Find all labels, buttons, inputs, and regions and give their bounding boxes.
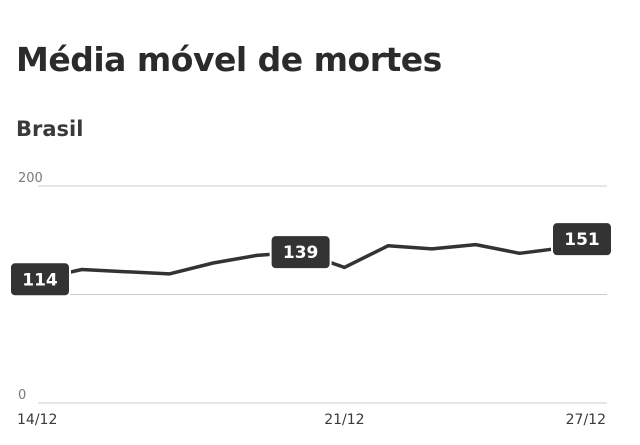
data-label-badge: 139 [269, 234, 332, 271]
x-tick-label: 21/12 [324, 412, 364, 428]
x-tick-label: 27/12 [566, 412, 606, 428]
data-label-badge: 151 [551, 221, 613, 258]
data-label-badge: 114 [9, 261, 71, 298]
data-label-background [269, 234, 332, 271]
y-tick-label: 0 [18, 388, 26, 403]
data-label-text: 139 [283, 243, 319, 263]
data-label-background [9, 261, 71, 298]
data-label-text: 114 [22, 270, 58, 290]
chart-subtitle: Brasil [16, 117, 84, 141]
x-tick-label: 14/12 [17, 412, 57, 428]
data-label-background [551, 221, 613, 258]
data-label-text: 151 [564, 230, 600, 250]
chart-title: Média móvel de mortes [16, 40, 442, 79]
y-tick-label: 200 [18, 171, 43, 186]
